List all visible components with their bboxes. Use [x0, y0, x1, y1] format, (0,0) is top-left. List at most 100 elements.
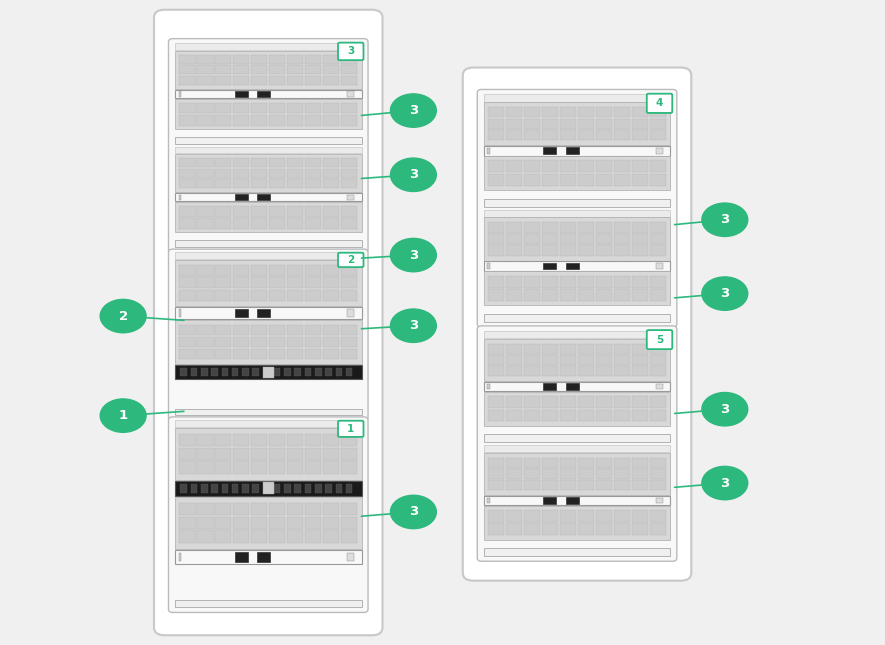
Bar [179, 553, 181, 561]
Bar [251, 433, 267, 446]
Bar [197, 517, 213, 529]
Bar [506, 275, 522, 288]
Bar [650, 396, 666, 408]
Bar [483, 210, 671, 217]
Bar [524, 457, 540, 468]
Bar [341, 337, 357, 348]
Bar [305, 206, 321, 217]
Bar [180, 218, 196, 229]
Bar [483, 339, 671, 381]
Bar [632, 234, 648, 244]
Bar [251, 461, 267, 473]
Bar [242, 368, 249, 377]
Bar [305, 461, 321, 473]
Bar [234, 103, 250, 114]
Bar [234, 115, 250, 126]
Bar [596, 366, 612, 376]
Bar [566, 263, 579, 270]
Bar [341, 218, 357, 229]
Bar [578, 469, 594, 479]
Bar [650, 457, 666, 468]
Bar [543, 148, 557, 154]
Bar [180, 168, 196, 177]
Bar [542, 174, 558, 186]
Bar [596, 457, 612, 468]
Bar [578, 107, 594, 117]
Bar [197, 448, 213, 460]
Bar [263, 366, 273, 378]
Bar [524, 524, 540, 535]
Bar [488, 384, 490, 390]
Bar [323, 55, 339, 64]
Bar [483, 146, 671, 155]
Bar [175, 137, 362, 144]
Circle shape [390, 239, 436, 272]
Bar [578, 275, 594, 288]
Bar [180, 433, 196, 446]
Bar [323, 115, 339, 126]
Bar [251, 530, 267, 542]
Text: 3: 3 [720, 287, 729, 300]
Bar [287, 55, 304, 64]
Circle shape [702, 393, 748, 426]
Bar [305, 179, 321, 188]
Bar [323, 461, 339, 473]
Bar [197, 349, 213, 359]
Bar [305, 75, 321, 84]
Bar [323, 103, 339, 114]
Bar [614, 223, 630, 233]
Bar [234, 75, 250, 84]
Circle shape [702, 277, 748, 310]
Bar [323, 179, 339, 188]
Bar [175, 497, 362, 549]
Bar [304, 368, 312, 377]
Bar [175, 420, 362, 427]
Bar [305, 55, 321, 64]
Bar [489, 289, 504, 301]
FancyBboxPatch shape [647, 94, 673, 113]
Bar [596, 130, 612, 141]
Bar [235, 552, 248, 562]
Bar [524, 366, 540, 376]
Bar [650, 234, 666, 244]
Bar [287, 115, 304, 126]
Bar [341, 265, 357, 276]
Bar [632, 510, 648, 522]
Bar [215, 103, 232, 114]
Bar [632, 469, 648, 479]
Bar [190, 368, 197, 377]
Bar [251, 179, 267, 188]
Bar [632, 344, 648, 353]
Bar [235, 308, 248, 317]
Bar [578, 130, 594, 141]
Bar [197, 103, 213, 114]
Circle shape [702, 466, 748, 500]
Bar [560, 481, 576, 490]
Bar [524, 510, 540, 522]
Bar [596, 246, 612, 255]
Bar [483, 217, 671, 261]
Bar [234, 290, 250, 301]
Bar [305, 530, 321, 542]
Bar [287, 265, 304, 276]
Bar [180, 290, 196, 301]
Bar [323, 502, 339, 515]
Bar [489, 275, 504, 288]
Bar [305, 103, 321, 114]
Bar [269, 448, 285, 460]
Bar [175, 90, 362, 98]
FancyBboxPatch shape [338, 421, 364, 437]
Circle shape [390, 94, 436, 127]
Bar [323, 75, 339, 84]
FancyBboxPatch shape [647, 330, 673, 349]
Bar [175, 202, 362, 232]
Bar [190, 484, 197, 493]
Bar [542, 234, 558, 244]
Bar [305, 448, 321, 460]
Bar [524, 469, 540, 479]
Bar [614, 289, 630, 301]
Bar [197, 461, 213, 473]
FancyBboxPatch shape [168, 39, 368, 252]
Bar [578, 366, 594, 376]
Bar [305, 158, 321, 167]
